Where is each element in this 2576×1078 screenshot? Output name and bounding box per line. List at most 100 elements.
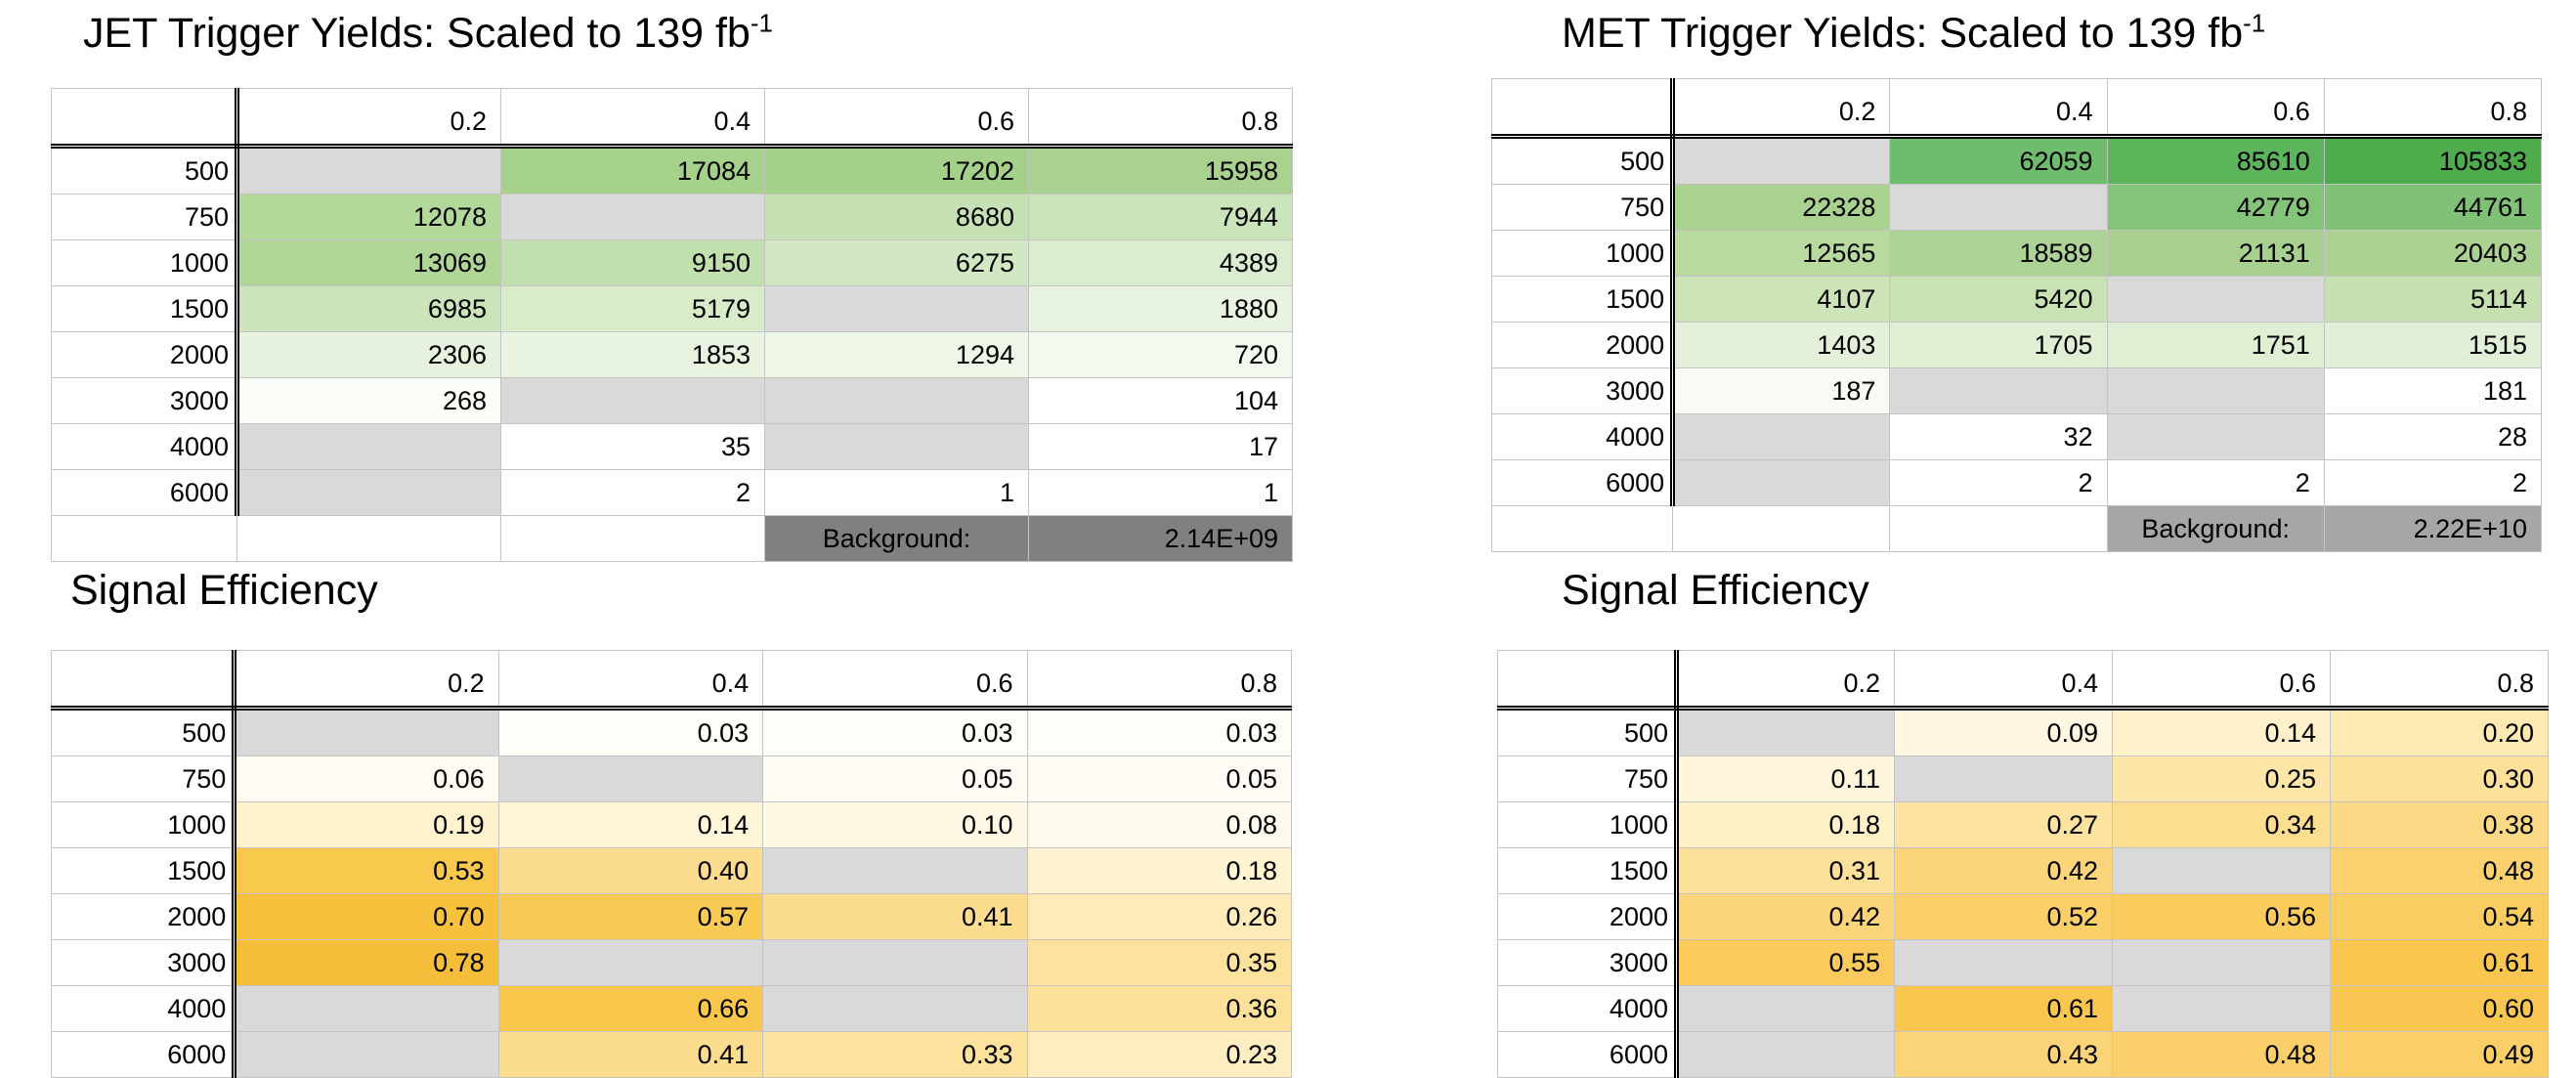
met-efficiency-corner-cell — [1497, 650, 1679, 711]
jet-yields-cell: 4389 — [1028, 239, 1293, 286]
met-efficiency-cell — [1894, 939, 2113, 986]
jet-yields-row-header: 500 — [51, 146, 239, 194]
met-efficiency-column-header: 0.8 — [2330, 650, 2549, 711]
met-efficiency-cell: 0.43 — [1894, 1031, 2113, 1078]
jet-efficiency-column-header: 0.2 — [234, 650, 499, 711]
jet-efficiency-row: 3000 0.78 0.35 — [50, 939, 1293, 986]
jet-efficiency-cell: 0.41 — [497, 1031, 764, 1078]
met-efficiency-cell: 0.49 — [2330, 1031, 2549, 1078]
jet-yields-column-header: 0.8 — [1028, 88, 1293, 149]
met-efficiency-row-header: 750 — [1497, 755, 1679, 802]
jet-yields-blank-cell — [51, 515, 237, 562]
jet-efficiency-title: Signal Efficiency — [70, 567, 378, 614]
jet-efficiency-cell — [497, 939, 764, 986]
met-yields-row-header: 750 — [1490, 184, 1676, 231]
jet-yields-cell — [764, 377, 1029, 424]
met-yields-column-header: 0.6 — [2106, 78, 2325, 139]
met-yields-row: 1500 4107 5420 5114 — [1490, 276, 2543, 323]
met-efficiency-cell: 0.54 — [2330, 893, 2549, 940]
jet-yields-cell — [764, 285, 1029, 332]
jet-yields-cell: 1 — [1028, 469, 1293, 516]
jet-efficiency-row: 1000 0.19 0.14 0.10 0.08 — [50, 801, 1293, 848]
met-yields-cell: 105833 — [2323, 136, 2543, 185]
met-yields-row-header: 4000 — [1490, 413, 1676, 460]
met-efficiency-row-header: 1000 — [1497, 801, 1679, 848]
jet-yields-cell — [236, 146, 501, 194]
met-yields-cell: 1751 — [2106, 322, 2325, 368]
jet-efficiency-cell — [234, 708, 499, 756]
met-yields-cell: 2 — [2106, 459, 2325, 506]
jet-yields-column-header: 0.6 — [764, 88, 1029, 149]
met-efficiency-row-header: 6000 — [1497, 1031, 1679, 1078]
met-efficiency-cell: 0.14 — [2112, 708, 2331, 756]
jet-yields-cell: 12078 — [236, 194, 501, 240]
met-yields-row-header: 1000 — [1490, 230, 1676, 277]
met-yields-row-header: 500 — [1490, 136, 1676, 185]
met-yields-table: 0.2 0.4 0.6 0.8 500 62059 85610 105833 750 22328 4… — [1490, 78, 2543, 552]
met-efficiency-cell: 0.27 — [1894, 801, 2113, 848]
jet-yields-title-sup: -1 — [750, 8, 773, 38]
met-yields-cell — [1889, 184, 2108, 231]
jet-efficiency-cell: 0.53 — [234, 847, 499, 894]
met-efficiency-cell: 0.09 — [1894, 708, 2113, 756]
met-efficiency-row-header: 1500 — [1497, 847, 1679, 894]
jet-efficiency-row-header: 6000 — [50, 1031, 237, 1078]
met-efficiency-column-header: 0.6 — [2112, 650, 2331, 711]
jet-efficiency-row: 6000 0.41 0.33 0.23 — [50, 1031, 1293, 1078]
met-efficiency-cell: 0.52 — [1894, 893, 2113, 940]
met-yields-row: 1000 12565 18589 21131 20403 — [1490, 230, 2543, 277]
jet-efficiency-column-header: 0.6 — [762, 650, 1028, 711]
met-yields-cell: 2 — [2323, 459, 2543, 506]
met-yields-cell: 42779 — [2106, 184, 2325, 231]
met-efficiency-cell: 0.38 — [2330, 801, 2549, 848]
jet-yields-cell — [236, 423, 501, 470]
met-efficiency-cell: 0.18 — [1676, 801, 1895, 848]
met-yields-cell: 2 — [1889, 459, 2108, 506]
jet-efficiency-cell — [762, 985, 1028, 1032]
met-yields-row-header: 6000 — [1490, 459, 1676, 506]
jet-efficiency-column-header: 0.8 — [1026, 650, 1293, 711]
met-yields-cell — [1889, 367, 2108, 414]
met-efficiency-cell: 0.60 — [2330, 985, 2549, 1032]
met-yields-title: MET Trigger Yields: Scaled to 139 fb-1 — [1562, 10, 2265, 57]
met-yields-blank-cell — [1672, 505, 1891, 552]
met-efficiency-row: 500 0.09 0.14 0.20 — [1497, 708, 2549, 756]
jet-efficiency-column-header: 0.4 — [497, 650, 764, 711]
met-yields-cell: 62059 — [1889, 136, 2108, 185]
jet-yields-row-header: 750 — [51, 194, 239, 240]
jet-yields-row: 3000 268 104 — [51, 377, 1293, 424]
met-yields-title-text: MET Trigger Yields: Scaled to 139 fb — [1562, 10, 2244, 57]
jet-yields-cell: 1294 — [764, 331, 1029, 378]
met-yields-cell — [2106, 276, 2325, 323]
met-yields-cell: 5420 — [1889, 276, 2108, 323]
jet-efficiency-cell: 0.70 — [234, 893, 499, 940]
jet-yields-row-header: 1000 — [51, 239, 239, 286]
jet-efficiency-cell: 0.78 — [234, 939, 499, 986]
jet-yields-cell: 17202 — [764, 146, 1029, 194]
jet-yields-blank-cell — [500, 515, 765, 562]
jet-yields-background-row: Background: 2.14E+09 — [51, 515, 1293, 562]
met-efficiency-cell — [1676, 708, 1895, 756]
met-yields-row: 2000 1403 1705 1751 1515 — [1490, 322, 2543, 368]
jet-efficiency-header-row: 0.2 0.4 0.6 0.8 — [50, 650, 1293, 711]
jet-yields-cell: 35 — [500, 423, 765, 470]
jet-yields-column-header: 0.4 — [500, 88, 765, 149]
met-yields-cell: 5114 — [2323, 276, 2543, 323]
jet-efficiency-row-header: 500 — [50, 708, 237, 756]
met-yields-column-header: 0.2 — [1672, 78, 1891, 139]
jet-efficiency-cell: 0.10 — [762, 801, 1028, 848]
met-yields-cell: 1515 — [2323, 322, 2543, 368]
met-yields-cell: 181 — [2323, 367, 2543, 414]
jet-yields-cell: 7944 — [1028, 194, 1293, 240]
met-efficiency-row-header: 500 — [1497, 708, 1679, 756]
jet-yields-cell: 5179 — [500, 285, 765, 332]
met-efficiency-row-header: 2000 — [1497, 893, 1679, 940]
met-efficiency-title: Signal Efficiency — [1562, 567, 1869, 614]
met-yields-cell: 20403 — [2323, 230, 2543, 277]
met-efficiency-cell — [2112, 847, 2331, 894]
jet-yields-cell: 6985 — [236, 285, 501, 332]
jet-efficiency-cell: 0.66 — [497, 985, 764, 1032]
met-yields-cell: 4107 — [1672, 276, 1891, 323]
met-efficiency-cell — [2112, 939, 2331, 986]
met-yields-cell — [1672, 413, 1891, 460]
